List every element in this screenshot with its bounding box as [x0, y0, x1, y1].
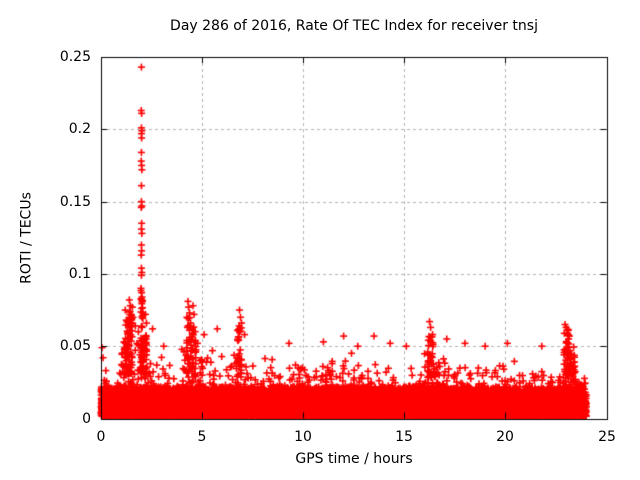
y-tick-label: 0.1	[68, 266, 91, 282]
x-tick-label: 10	[294, 429, 312, 445]
x-tick-label: 5	[197, 429, 207, 445]
x-tick-label: 0	[96, 429, 106, 445]
y-tick-label: 0.25	[59, 49, 91, 65]
y-tick-label: 0.05	[59, 338, 91, 354]
x-tick-label: 25	[598, 429, 616, 445]
y-tick-label: 0.2	[68, 121, 91, 137]
y-tick-label: 0	[82, 411, 91, 427]
x-axis-label: GPS time / hours	[295, 451, 413, 467]
chart-title: Day 286 of 2016, Rate Of TEC Index for r…	[170, 18, 538, 34]
y-tick-label: 0.15	[59, 194, 91, 210]
x-tick-label: 20	[496, 429, 514, 445]
x-tick-label: 15	[395, 429, 413, 445]
